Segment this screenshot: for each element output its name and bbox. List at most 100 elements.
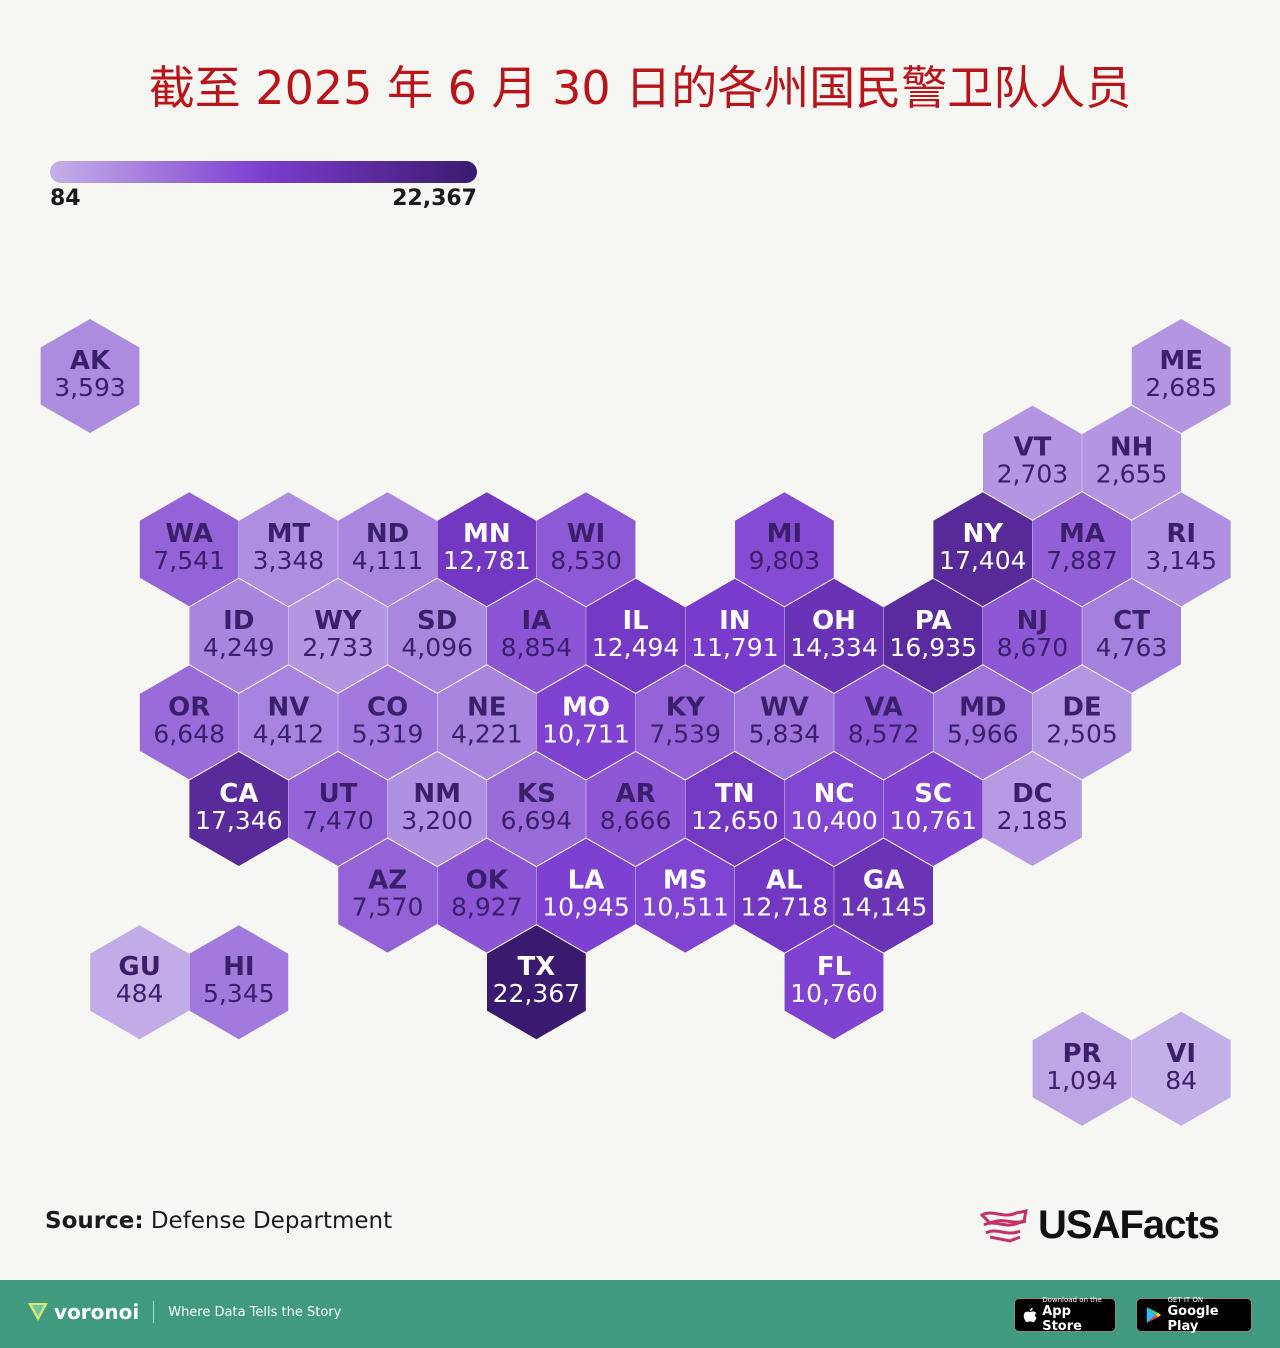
state-abbr: CA [219, 779, 258, 809]
state-value: 3,145 [1145, 546, 1217, 575]
state-tile-nv: NV4,412 [239, 665, 338, 780]
state-value: 3,348 [253, 546, 325, 575]
voronoi-logo[interactable]: voronoi Where Data Tells the Story [26, 1300, 341, 1324]
state-value: 2,733 [302, 633, 374, 662]
state-tile-dc: DC2,185 [983, 752, 1082, 866]
state-tile-ne: NE4,221 [437, 665, 537, 780]
state-hex-ky [635, 665, 735, 780]
map-title: 截至 2025 年 6 月 30 日的各州国民警卫队人员 [148, 61, 1132, 115]
state-hex-ut [288, 752, 388, 866]
state-hex-mo [536, 665, 636, 780]
state-tile-co: CO5,319 [338, 665, 437, 780]
state-tile-sd: SD4,096 [387, 578, 487, 693]
state-value: 14,334 [790, 633, 877, 662]
state-hex-ne [437, 665, 537, 780]
state-abbr: MN [463, 519, 511, 549]
state-value: 4,412 [253, 719, 325, 748]
state-abbr: GU [118, 952, 160, 982]
google-play-small-text: GET IT ON [1167, 1296, 1204, 1304]
state-abbr: WI [567, 519, 605, 549]
footer-bar: voronoi Where Data Tells the Story Downl… [0, 1280, 1280, 1348]
state-value: 6,648 [153, 719, 225, 748]
app-store-label: App Store [1042, 1304, 1082, 1334]
state-abbr: VT [1013, 433, 1051, 463]
state-tile-ky: KY7,539 [635, 665, 735, 780]
state-value: 10,945 [542, 893, 629, 922]
state-abbr: NH [1110, 433, 1154, 463]
state-hex-fl [784, 925, 884, 1040]
state-hex-hi [189, 925, 289, 1040]
state-abbr: MT [267, 519, 311, 549]
state-hex-nj [983, 578, 1082, 693]
state-abbr: MI [767, 519, 803, 549]
state-value: 5,319 [352, 719, 424, 748]
footer-divider [153, 1301, 155, 1323]
state-hex-ak [40, 319, 140, 433]
state-abbr: VA [864, 692, 902, 722]
state-value: 10,400 [790, 806, 877, 835]
usafacts-logo: USAFacts [980, 1200, 1220, 1250]
legend-max-label: 22,367 [392, 186, 477, 211]
state-abbr: ID [223, 606, 254, 636]
state-hex-ct [1082, 578, 1181, 693]
state-hex-nh [1082, 405, 1181, 520]
state-value: 2,685 [1145, 373, 1217, 402]
state-value: 4,096 [401, 633, 473, 662]
state-tile-wy: WY2,733 [288, 578, 388, 693]
state-value: 4,221 [451, 719, 523, 748]
state-abbr: IN [719, 606, 750, 636]
state-hex-wi [536, 492, 636, 607]
state-abbr: PA [915, 606, 952, 636]
app-store-button[interactable]: Download on the App Store [1014, 1296, 1116, 1334]
state-hex-pa [883, 578, 983, 693]
state-value: 10,760 [790, 979, 877, 1008]
state-value: 8,530 [550, 546, 622, 575]
state-abbr: ME [1159, 346, 1203, 376]
state-hex-sd [387, 578, 487, 693]
state-abbr: AK [70, 346, 111, 376]
state-abbr: KS [517, 779, 556, 809]
state-hex-va [834, 665, 933, 780]
state-tile-md: MD5,966 [933, 665, 1033, 780]
state-abbr: SC [914, 779, 952, 809]
state-hex-ia [487, 578, 586, 693]
state-hex-wv [735, 665, 834, 780]
state-hex-wa [139, 492, 239, 607]
state-tile-ks: KS6,694 [487, 752, 586, 866]
state-hex-nm [387, 752, 487, 866]
state-hex-or [139, 665, 239, 780]
state-abbr: AR [616, 779, 656, 809]
state-value: 3,593 [54, 373, 126, 402]
state-tile-mi: MI9,803 [735, 492, 834, 607]
state-abbr: GA [863, 866, 904, 896]
state-value: 12,781 [443, 546, 530, 575]
state-hex-ar [586, 752, 685, 866]
state-value: 17,346 [195, 806, 282, 835]
google-play-button[interactable]: GET IT ON Google Play [1136, 1296, 1252, 1334]
state-tile-wv: WV5,834 [735, 665, 834, 780]
state-hex-tn [685, 752, 785, 866]
state-abbr: MS [663, 866, 708, 896]
source-label: Source: [45, 1208, 144, 1234]
state-abbr: KY [666, 692, 706, 722]
state-tile-mt: MT3,348 [239, 492, 338, 607]
state-hex-ma [1032, 492, 1132, 607]
usa-flag-icon [980, 1209, 1028, 1243]
state-tile-wa: WA7,541 [139, 492, 239, 607]
state-hex-ca [189, 752, 289, 866]
state-tile-va: VA8,572 [834, 665, 933, 780]
state-value: 2,505 [1046, 719, 1118, 748]
state-value: 4,763 [1096, 633, 1168, 662]
state-abbr: NE [467, 692, 507, 722]
state-value: 14,145 [840, 893, 927, 922]
state-hex-al [735, 838, 834, 953]
state-tile-ar: AR8,666 [586, 752, 685, 866]
state-abbr: SD [417, 606, 457, 636]
state-hex-ks [487, 752, 586, 866]
state-hex-mt [239, 492, 338, 607]
state-tile-wi: WI8,530 [536, 492, 636, 607]
